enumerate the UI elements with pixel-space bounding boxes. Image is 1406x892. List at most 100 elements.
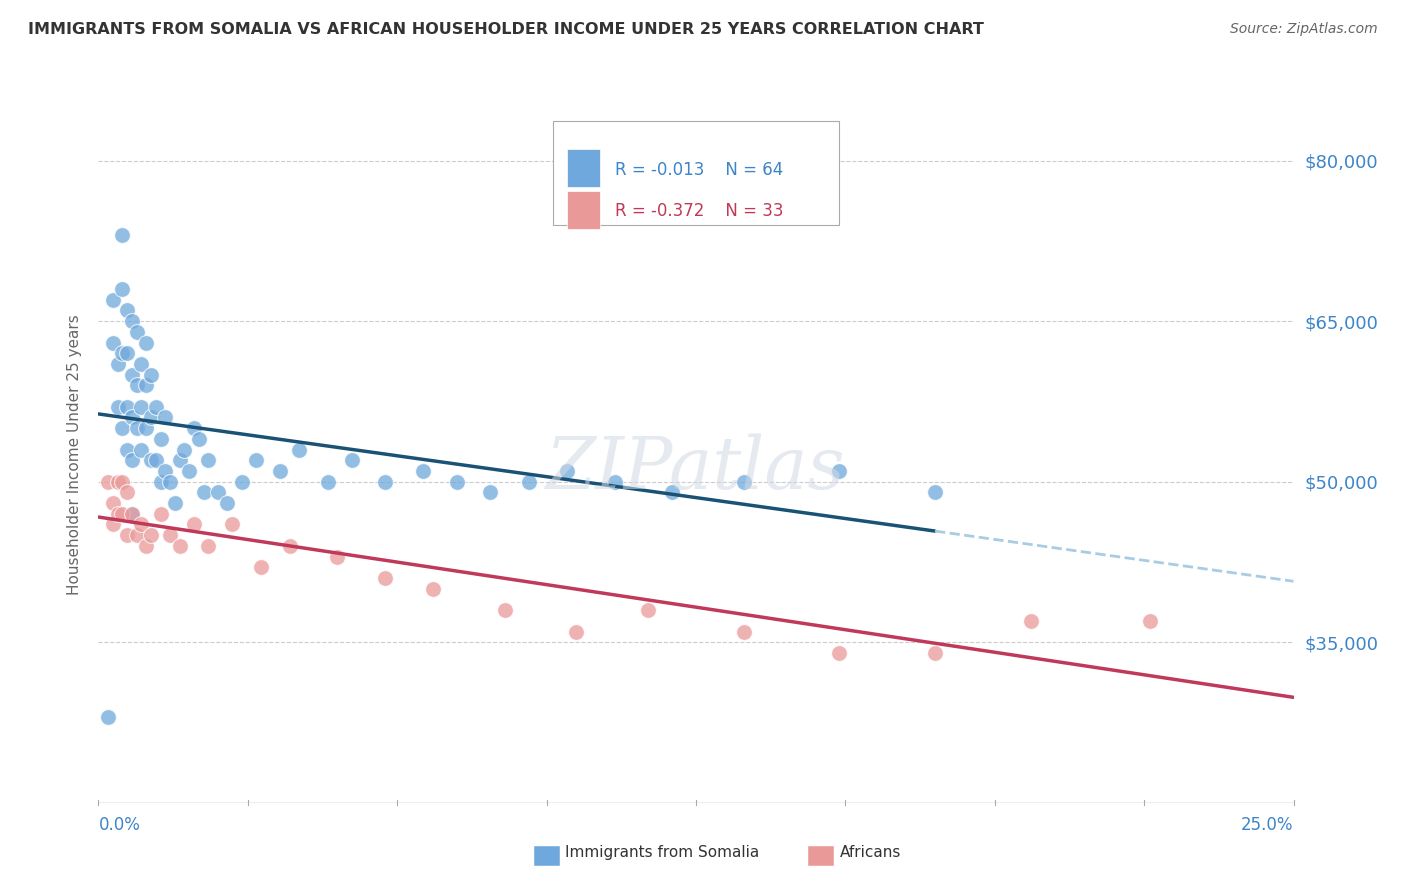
Point <box>145 453 167 467</box>
Point <box>565 624 588 639</box>
Point <box>828 646 851 660</box>
Point <box>169 539 191 553</box>
Point <box>733 624 755 639</box>
Point <box>269 464 291 478</box>
Point <box>135 421 157 435</box>
Point <box>316 475 339 489</box>
Point <box>115 346 138 360</box>
Point <box>131 442 153 457</box>
Point <box>159 528 181 542</box>
Point <box>221 517 243 532</box>
Point <box>183 517 205 532</box>
Point <box>131 400 153 414</box>
Point <box>278 539 301 553</box>
Point <box>245 453 267 467</box>
Text: R = -0.372    N = 33: R = -0.372 N = 33 <box>614 202 783 220</box>
Point <box>159 475 181 489</box>
Point <box>121 453 143 467</box>
Point <box>155 464 177 478</box>
Point <box>517 475 540 489</box>
Point <box>924 646 946 660</box>
Point <box>139 410 162 425</box>
Point <box>139 453 162 467</box>
Point <box>121 368 143 382</box>
Point <box>101 335 124 350</box>
Point <box>115 442 138 457</box>
Point <box>179 464 201 478</box>
Point <box>111 346 134 360</box>
Point <box>412 464 434 478</box>
Point <box>149 507 172 521</box>
Text: 25.0%: 25.0% <box>1241 816 1294 834</box>
Point <box>197 539 219 553</box>
Point <box>107 507 129 521</box>
Point <box>326 549 349 564</box>
Point <box>131 517 153 532</box>
Point <box>111 475 134 489</box>
Text: Source: ZipAtlas.com: Source: ZipAtlas.com <box>1230 22 1378 37</box>
Point <box>193 485 215 500</box>
Point <box>115 400 138 414</box>
FancyBboxPatch shape <box>567 191 600 228</box>
Point <box>125 325 148 339</box>
Point <box>250 560 273 574</box>
Point <box>374 475 396 489</box>
Point <box>135 539 157 553</box>
Text: IMMIGRANTS FROM SOMALIA VS AFRICAN HOUSEHOLDER INCOME UNDER 25 YEARS CORRELATION: IMMIGRANTS FROM SOMALIA VS AFRICAN HOUSE… <box>28 22 984 37</box>
Text: R = -0.013    N = 64: R = -0.013 N = 64 <box>614 161 783 178</box>
Point <box>288 442 311 457</box>
Point <box>101 496 124 510</box>
Point <box>145 400 167 414</box>
Point <box>183 421 205 435</box>
FancyBboxPatch shape <box>567 149 600 187</box>
Point <box>149 475 172 489</box>
Point <box>107 475 129 489</box>
Point <box>97 710 120 724</box>
Point <box>111 507 134 521</box>
Point <box>155 410 177 425</box>
Point <box>101 517 124 532</box>
Point <box>149 432 172 446</box>
Point <box>217 496 239 510</box>
Point <box>733 475 755 489</box>
Point <box>1139 614 1161 628</box>
Point <box>139 528 162 542</box>
Text: Africans: Africans <box>839 846 901 860</box>
Point <box>97 475 120 489</box>
Point <box>197 453 219 467</box>
Point <box>173 442 195 457</box>
Point <box>111 228 134 243</box>
FancyBboxPatch shape <box>553 121 839 226</box>
Point <box>107 357 129 371</box>
Point <box>121 410 143 425</box>
Point <box>446 475 468 489</box>
Point <box>187 432 209 446</box>
Point <box>125 528 148 542</box>
Point <box>125 378 148 392</box>
Point <box>111 282 134 296</box>
Point <box>637 603 659 617</box>
Point <box>115 485 138 500</box>
Point <box>115 303 138 318</box>
Point <box>135 378 157 392</box>
Point <box>422 582 444 596</box>
Point <box>494 603 516 617</box>
Point <box>661 485 683 500</box>
Point <box>207 485 229 500</box>
Point <box>1019 614 1042 628</box>
Point <box>101 293 124 307</box>
Point <box>121 507 143 521</box>
Point <box>603 475 626 489</box>
Text: Immigrants from Somalia: Immigrants from Somalia <box>565 846 759 860</box>
Point <box>139 368 162 382</box>
Point <box>479 485 502 500</box>
Point <box>111 421 134 435</box>
Text: ZIPatlas: ZIPatlas <box>546 434 846 504</box>
Text: 0.0%: 0.0% <box>98 816 141 834</box>
Point <box>163 496 186 510</box>
Point <box>135 335 157 350</box>
Point <box>107 400 129 414</box>
Point <box>231 475 253 489</box>
Y-axis label: Householder Income Under 25 years: Householder Income Under 25 years <box>66 315 82 595</box>
Point <box>121 314 143 328</box>
